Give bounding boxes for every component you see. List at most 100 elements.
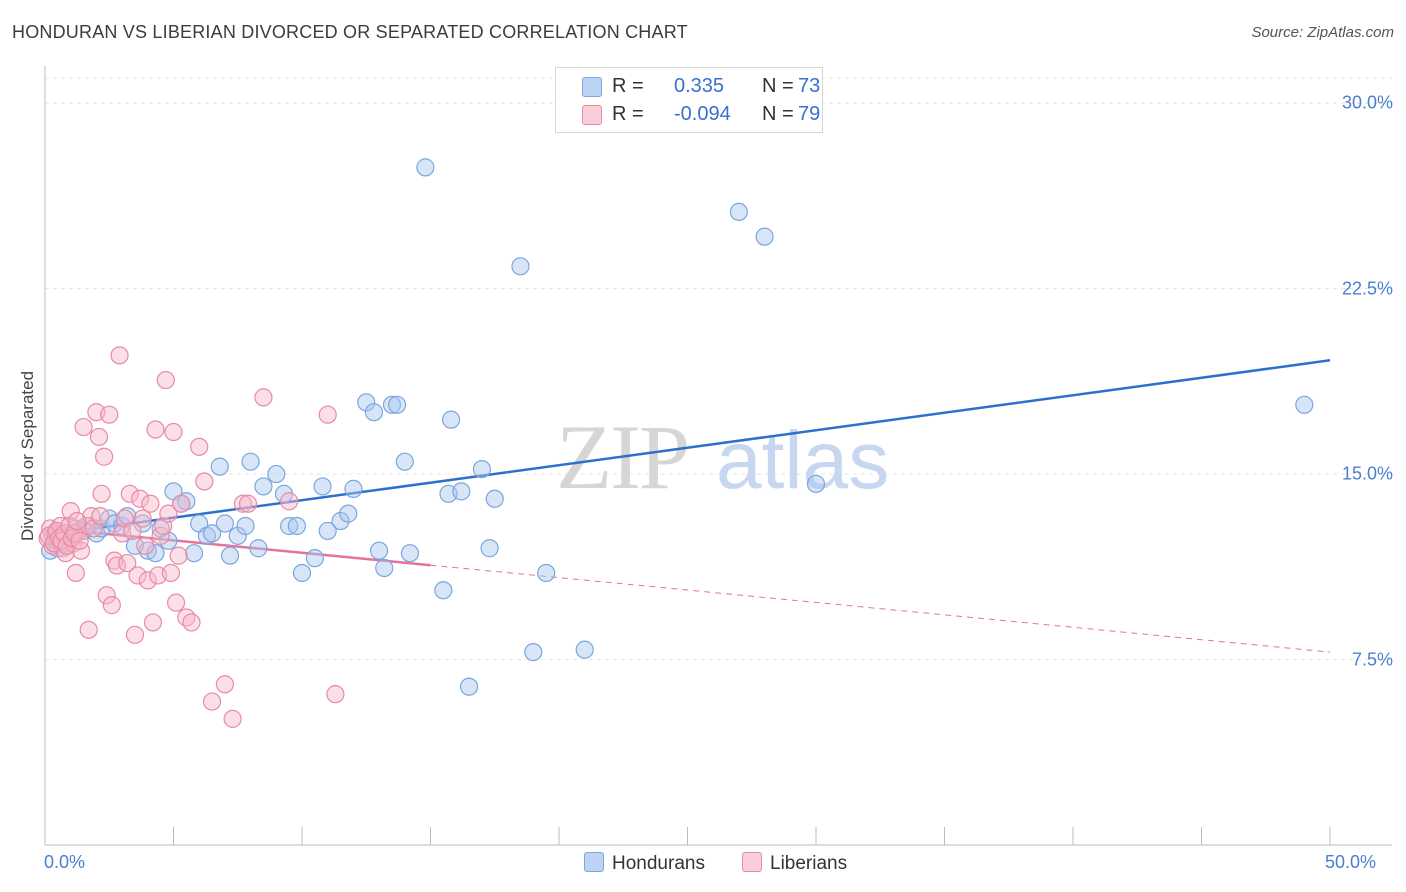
liberian-point [95, 447, 114, 466]
honduran-point [344, 479, 363, 498]
liberian-point [120, 484, 139, 503]
liberian-point [136, 536, 155, 555]
honduran-trend-line [57, 359, 1331, 535]
liberian-point [238, 494, 258, 513]
honduran-point [472, 460, 491, 479]
liberian-point [123, 521, 142, 541]
honduran-point [375, 558, 394, 578]
honduran-point [452, 482, 471, 501]
honduran-point [387, 395, 407, 414]
honduran-point [400, 544, 420, 563]
honduran-point [485, 489, 504, 508]
liberian-point [156, 370, 175, 390]
liberian-point [100, 405, 119, 424]
liberian-point [141, 494, 160, 513]
liberian-point [70, 531, 89, 550]
y-tick-label: 22.5% [1341, 278, 1393, 299]
legend-liberians[interactable]: Liberians [742, 851, 848, 875]
honduran-point [537, 563, 556, 583]
liberian-point [164, 422, 183, 442]
honduran-point [292, 563, 312, 583]
honduran-point [287, 516, 306, 536]
x-tick-label-max: 50.0% [1325, 852, 1377, 872]
liberian-point [133, 509, 152, 528]
liberian-point [326, 685, 345, 704]
liberian-point [166, 593, 186, 612]
liberian-point [110, 346, 129, 365]
liberian-point [61, 502, 80, 521]
hondurans-swatch [582, 77, 602, 97]
y-tick-label: 15.0% [1341, 463, 1393, 484]
liberian-point [280, 492, 299, 511]
honduran-point [434, 581, 453, 600]
honduran-point [280, 516, 299, 536]
n-value: 79 [798, 103, 821, 125]
liberian-point [79, 620, 98, 639]
honduran-point [339, 504, 358, 523]
r-value: -0.094 [674, 103, 731, 125]
honduran-point [305, 549, 324, 568]
liberian-point [97, 586, 116, 605]
n-label: N = [762, 103, 794, 125]
legend-hondurans[interactable]: Hondurans [584, 851, 705, 875]
honduran-point [416, 158, 435, 177]
liberian-point [161, 563, 181, 583]
liberian-trend-line-extension [430, 564, 1331, 653]
honduran-point [382, 395, 402, 414]
y-tick-label: 30.0% [1341, 92, 1393, 113]
liberian-point [159, 504, 178, 523]
honduran-point [241, 452, 260, 471]
honduran-point [441, 410, 461, 429]
honduran-point [202, 524, 222, 543]
chart-title: HONDURAN VS LIBERIAN DIVORCED OR SEPARAT… [12, 22, 688, 42]
honduran-point [267, 464, 286, 484]
liberian-point [130, 489, 150, 508]
axes [44, 66, 1392, 846]
honduran-point [313, 477, 332, 496]
liberian-point [172, 494, 191, 513]
honduran-point [249, 539, 268, 558]
r-value: 0.335 [674, 75, 725, 97]
liberians-legend-label: Liberians [770, 853, 848, 874]
liberian-point [74, 417, 93, 437]
liberian-point [182, 613, 201, 632]
x-tick-label-min: 0.0% [44, 852, 86, 872]
liberian-point [190, 437, 209, 456]
liberian-point [146, 420, 165, 439]
liberian-point [102, 596, 121, 615]
stats-legend: R = 0.335 N = 73 R = -0.094 N = 79 [555, 67, 823, 133]
liberians-swatch [582, 105, 602, 125]
liberian-point [92, 484, 111, 503]
y-tick-label: 7.5% [1351, 649, 1393, 670]
honduran-point [210, 457, 229, 476]
gridlines [45, 77, 1392, 661]
honduran-point [806, 474, 826, 494]
honduran-point [370, 541, 389, 560]
honduran-point [133, 514, 152, 533]
honduran-point [184, 544, 204, 563]
honduran-point [524, 643, 543, 662]
liberian-point [254, 388, 273, 407]
honduran-point [254, 477, 273, 496]
honduran-point [87, 524, 106, 543]
honduran-point [357, 393, 376, 412]
honduran-point [146, 544, 165, 563]
honduran-point [364, 403, 384, 422]
liberian-point [68, 511, 87, 531]
liberian-point [128, 566, 147, 585]
liberian-point [195, 472, 214, 491]
r-label: R = [612, 103, 644, 125]
liberian-point [233, 494, 252, 513]
honduran-point [755, 227, 774, 246]
honduran-point [729, 202, 749, 222]
r-label: R = [612, 75, 644, 97]
liberian-point [169, 546, 188, 565]
honduran-point [220, 546, 240, 565]
honduran-point [236, 516, 255, 536]
liberian-point [177, 608, 196, 627]
honduran-point [215, 514, 234, 533]
honduran-point [331, 511, 350, 531]
hondurans-legend-swatch [584, 851, 604, 872]
source-label: Source: ZipAtlas.com [1251, 24, 1394, 41]
